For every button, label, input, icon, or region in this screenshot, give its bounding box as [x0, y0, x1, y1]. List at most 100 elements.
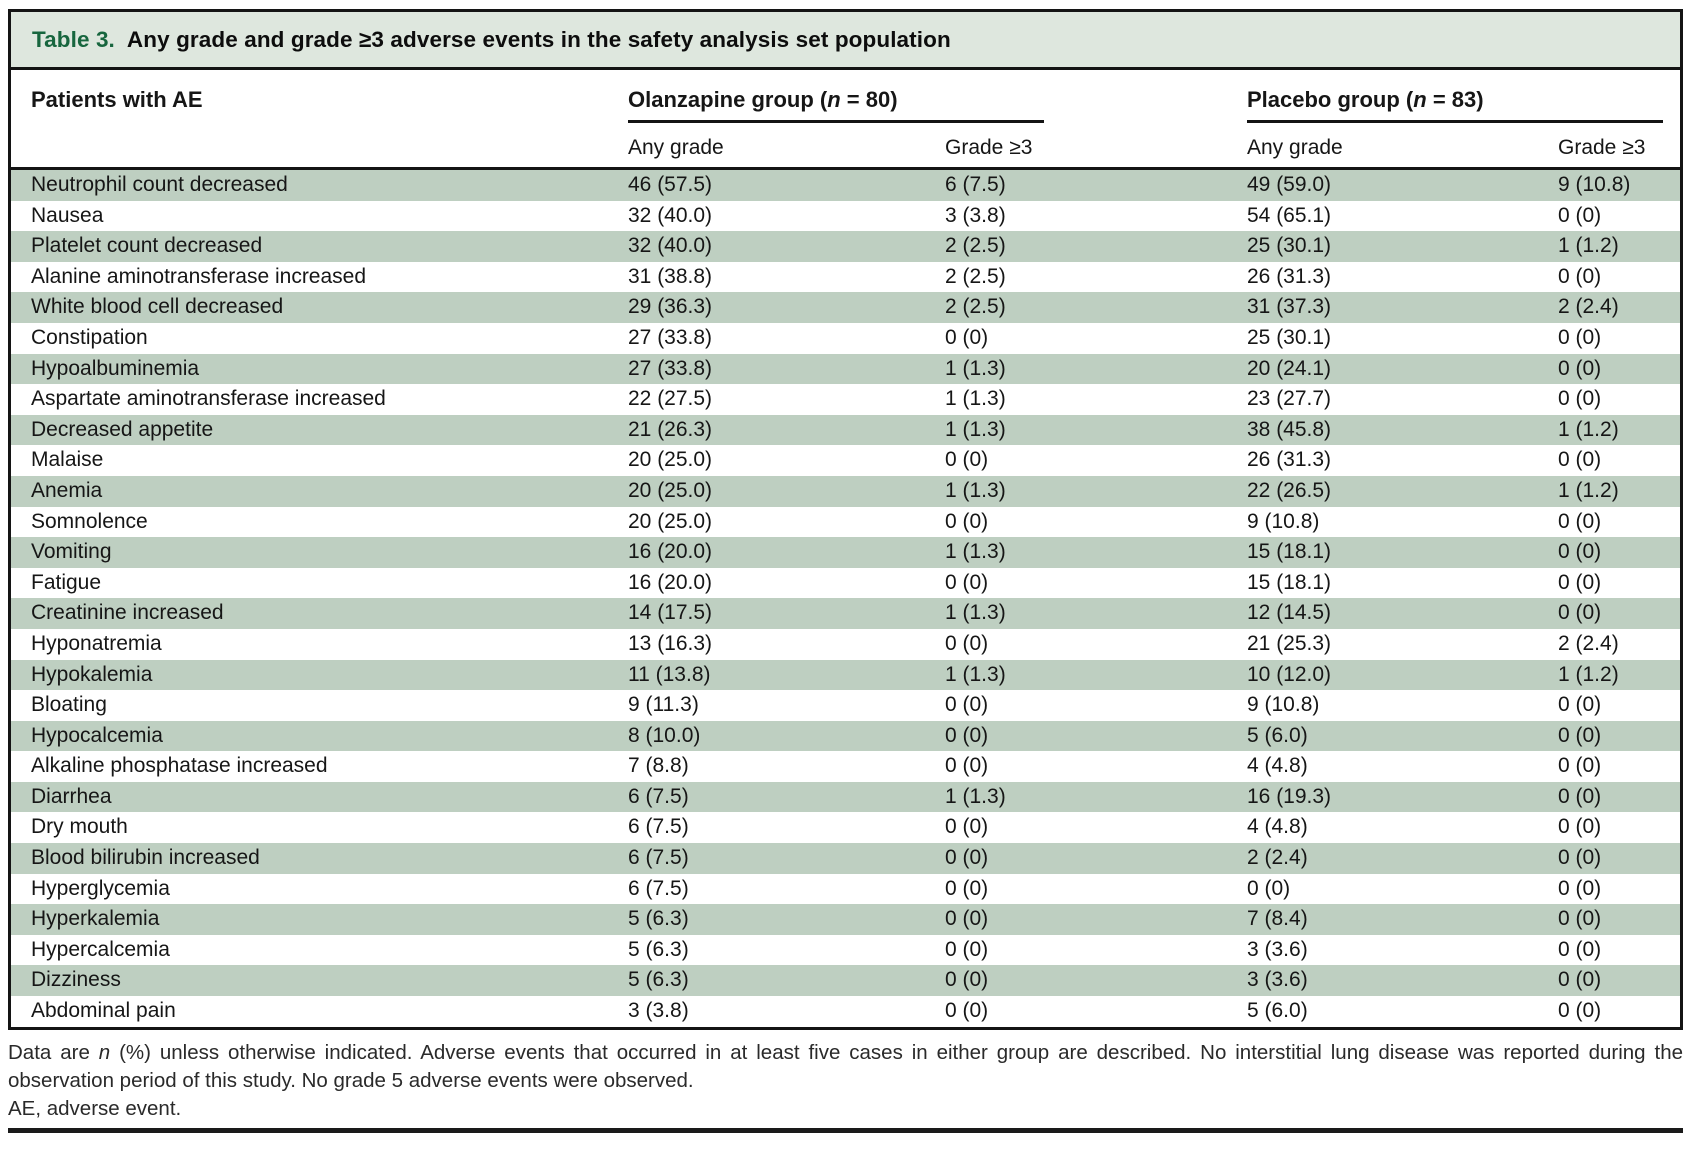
olanzapine-any-grade-cell: 20 (25.0) [628, 448, 713, 472]
placebo-any-grade-cell: 20 (24.1) [1247, 356, 1332, 380]
table-row: Bloating 9 (11.3) 0 (0) 9 (10.8) 0 (0) [11, 690, 1680, 721]
placebo-grade3-cell: 0 (0) [1558, 907, 1602, 931]
olanzapine-any-grade-cell: 16 (20.0) [628, 540, 713, 564]
olanzapine-n-symbol: n [827, 87, 841, 112]
event-name-cell: Constipation [31, 325, 148, 349]
placebo-any-grade-cell: 3 (3.6) [1247, 937, 1308, 961]
placebo-any-grade-cell: 0 (0) [1247, 876, 1291, 900]
placebo-grade3-cell: 2 (2.4) [1558, 295, 1619, 319]
event-name-cell: Anemia [31, 478, 103, 502]
olanzapine-any-grade-cell: 6 (7.5) [628, 784, 689, 808]
olanzapine-any-grade-cell: 7 (8.8) [628, 754, 689, 778]
table-row: Decreased appetite 21 (26.3) 1 (1.3) 38 (45… [11, 414, 1680, 446]
placebo-grade3-cell: 0 (0) [1558, 509, 1602, 533]
olanzapine-grade3-cell: 1 (1.3) [945, 601, 1006, 625]
table-footnote: Data are n (%) unless otherwise indicate… [8, 1039, 1683, 1123]
olanzapine-grade3-cell: 1 (1.3) [945, 417, 1006, 441]
table-row: Hyperglycemia 6 (7.5) 0 (0) 0 (0) 0 (0) [11, 874, 1680, 905]
table-row: Abdominal pain 3 (3.8) 0 (0) 5 (6.0) 0 (0) [11, 996, 1680, 1027]
table-3-adverse-events-table: Table 3. Any grade and grade ≥3 adverse … [8, 9, 1683, 1030]
table-title-text: Any grade and grade ≥3 adverse events in… [126, 26, 951, 52]
placebo-any-grade-cell: 15 (18.1) [1247, 540, 1332, 564]
placebo-any-grade-cell: 5 (6.0) [1247, 999, 1308, 1023]
event-name-cell: Hypercalcemia [31, 937, 170, 961]
placebo-any-grade-cell: 22 (26.5) [1247, 478, 1332, 502]
placebo-grade3-cell: 0 (0) [1558, 264, 1602, 288]
table-row: Hyperkalemia 5 (6.3) 0 (0) 7 (8.4) 0 (0) [11, 904, 1680, 935]
table-row: Dry mouth 6 (7.5) 0 (0) 4 (4.8) 0 (0) [11, 812, 1680, 843]
table-row: Alkaline phosphatase increased 7 (8.8) 0 (… [11, 751, 1680, 782]
olanzapine-any-grade-cell: 27 (33.8) [628, 325, 713, 349]
placebo-any-grade-cell: 7 (8.4) [1247, 907, 1308, 931]
olanzapine-any-grade-cell: 6 (7.5) [628, 815, 689, 839]
placebo-any-grade-cell: 16 (19.3) [1247, 784, 1332, 808]
placebo-any-grade-cell: 2 (2.4) [1247, 846, 1308, 870]
placebo-n-symbol: n [1413, 87, 1427, 112]
olanzapine-grade3-cell: 1 (1.3) [945, 387, 1006, 411]
placebo-grade3-cell: 0 (0) [1558, 356, 1602, 380]
olanzapine-grade3-cell: 0 (0) [945, 846, 989, 870]
olanzapine-grade3-cell: 3 (3.8) [945, 203, 1006, 227]
olanzapine-any-grade-cell: 8 (10.0) [628, 723, 701, 747]
event-name-cell: Somnolence [31, 509, 148, 533]
olanzapine-any-grade-header: Any grade [628, 136, 724, 159]
olanzapine-any-grade-cell: 22 (27.5) [628, 387, 713, 411]
table-title-bar: Table 3. Any grade and grade ≥3 adverse … [11, 12, 1680, 70]
footnote-n-symbol: n [98, 1040, 111, 1064]
event-name-cell: Hypokalemia [31, 662, 153, 686]
placebo-any-grade-cell: 9 (10.8) [1247, 693, 1320, 717]
olanzapine-grade3-cell: 0 (0) [945, 968, 989, 992]
table-row: Aspartate aminotransferase increased 22 (… [11, 384, 1680, 415]
table-row: Neutrophil count decreased 46 (57.5) 6 (7.… [11, 170, 1680, 201]
event-name-cell: Creatinine increased [31, 601, 224, 625]
olanzapine-any-grade-cell: 3 (3.8) [628, 999, 689, 1023]
footnote-data-description: Data are n (%) unless otherwise indicate… [8, 1039, 1683, 1095]
olanzapine-any-grade-cell: 46 (57.5) [628, 173, 713, 196]
table-row: Malaise 20 (25.0) 0 (0) 26 (31.3) 0 (0) [11, 445, 1680, 476]
olanzapine-grade3-cell: 0 (0) [945, 999, 989, 1023]
table-row: Nausea 32 (40.0) 3 (3.8) 54 (65.1) 0 (0) [11, 201, 1680, 232]
table-row: Hypocalcemia 8 (10.0) 0 (0) 5 (6.0) 0 (0) [11, 720, 1680, 752]
table-body: Neutrophil count decreased 46 (57.5) 6 (7.… [11, 170, 1680, 1027]
placebo-any-grade-cell: 3 (3.6) [1247, 968, 1308, 992]
event-name-cell: Hyperkalemia [31, 907, 160, 931]
olanzapine-grade3-header: Grade ≥3 [945, 136, 1033, 159]
placebo-grade3-cell: 0 (0) [1558, 540, 1602, 564]
placebo-grade3-cell: 9 (10.8) [1558, 173, 1631, 196]
olanzapine-any-grade-cell: 16 (20.0) [628, 570, 713, 594]
event-name-cell: White blood cell decreased [31, 295, 284, 319]
event-name-cell: Dry mouth [31, 815, 128, 839]
event-name-cell: Hyperglycemia [31, 876, 170, 900]
placebo-any-grade-cell: 23 (27.7) [1247, 387, 1332, 411]
olanzapine-grade3-cell: 0 (0) [945, 754, 989, 778]
olanzapine-n-value: = 80) [840, 87, 898, 112]
event-name-cell: Alkaline phosphatase increased [31, 754, 328, 778]
olanzapine-grade3-cell: 0 (0) [945, 509, 989, 533]
placebo-grade3-cell: 0 (0) [1558, 387, 1602, 411]
table-row: Platelet count decreased 32 (40.0) 2 (2.5)… [11, 231, 1680, 262]
event-name-cell: Dizziness [31, 968, 121, 992]
table-row: Anemia 20 (25.0) 1 (1.3) 22 (26.5) 1 (1.2) [11, 475, 1680, 507]
olanzapine-any-grade-cell: 5 (6.3) [628, 937, 689, 961]
olanzapine-any-grade-cell: 11 (13.8) [628, 662, 711, 686]
event-name-cell: Hypocalcemia [31, 723, 163, 747]
event-name-cell: Aspartate aminotransferase increased [31, 387, 386, 411]
placebo-grade3-cell: 0 (0) [1558, 723, 1602, 747]
olanzapine-any-grade-cell: 6 (7.5) [628, 846, 689, 870]
olanzapine-any-grade-cell: 13 (16.3) [628, 631, 713, 655]
event-name-cell: Diarrhea [31, 784, 112, 808]
placebo-grade3-cell: 0 (0) [1558, 570, 1602, 594]
olanzapine-any-grade-cell: 5 (6.3) [628, 968, 689, 992]
placebo-grade3-cell: 0 (0) [1558, 999, 1602, 1023]
olanzapine-grade3-cell: 0 (0) [945, 325, 989, 349]
placebo-grade3-cell: 0 (0) [1558, 754, 1602, 778]
olanzapine-any-grade-cell: 9 (11.3) [628, 693, 699, 717]
placebo-any-grade-cell: 25 (30.1) [1247, 325, 1332, 349]
table-row: Vomiting 16 (20.0) 1 (1.3) 15 (18.1) 0 (0) [11, 537, 1680, 568]
event-name-cell: Alanine aminotransferase increased [31, 264, 367, 288]
placebo-any-grade-cell: 9 (10.8) [1247, 509, 1320, 533]
olanzapine-any-grade-cell: 31 (38.8) [628, 264, 713, 288]
placebo-grade3-cell: 2 (2.4) [1558, 631, 1619, 655]
placebo-any-grade-cell: 54 (65.1) [1247, 203, 1332, 227]
olanzapine-grade3-cell: 1 (1.3) [945, 540, 1006, 564]
